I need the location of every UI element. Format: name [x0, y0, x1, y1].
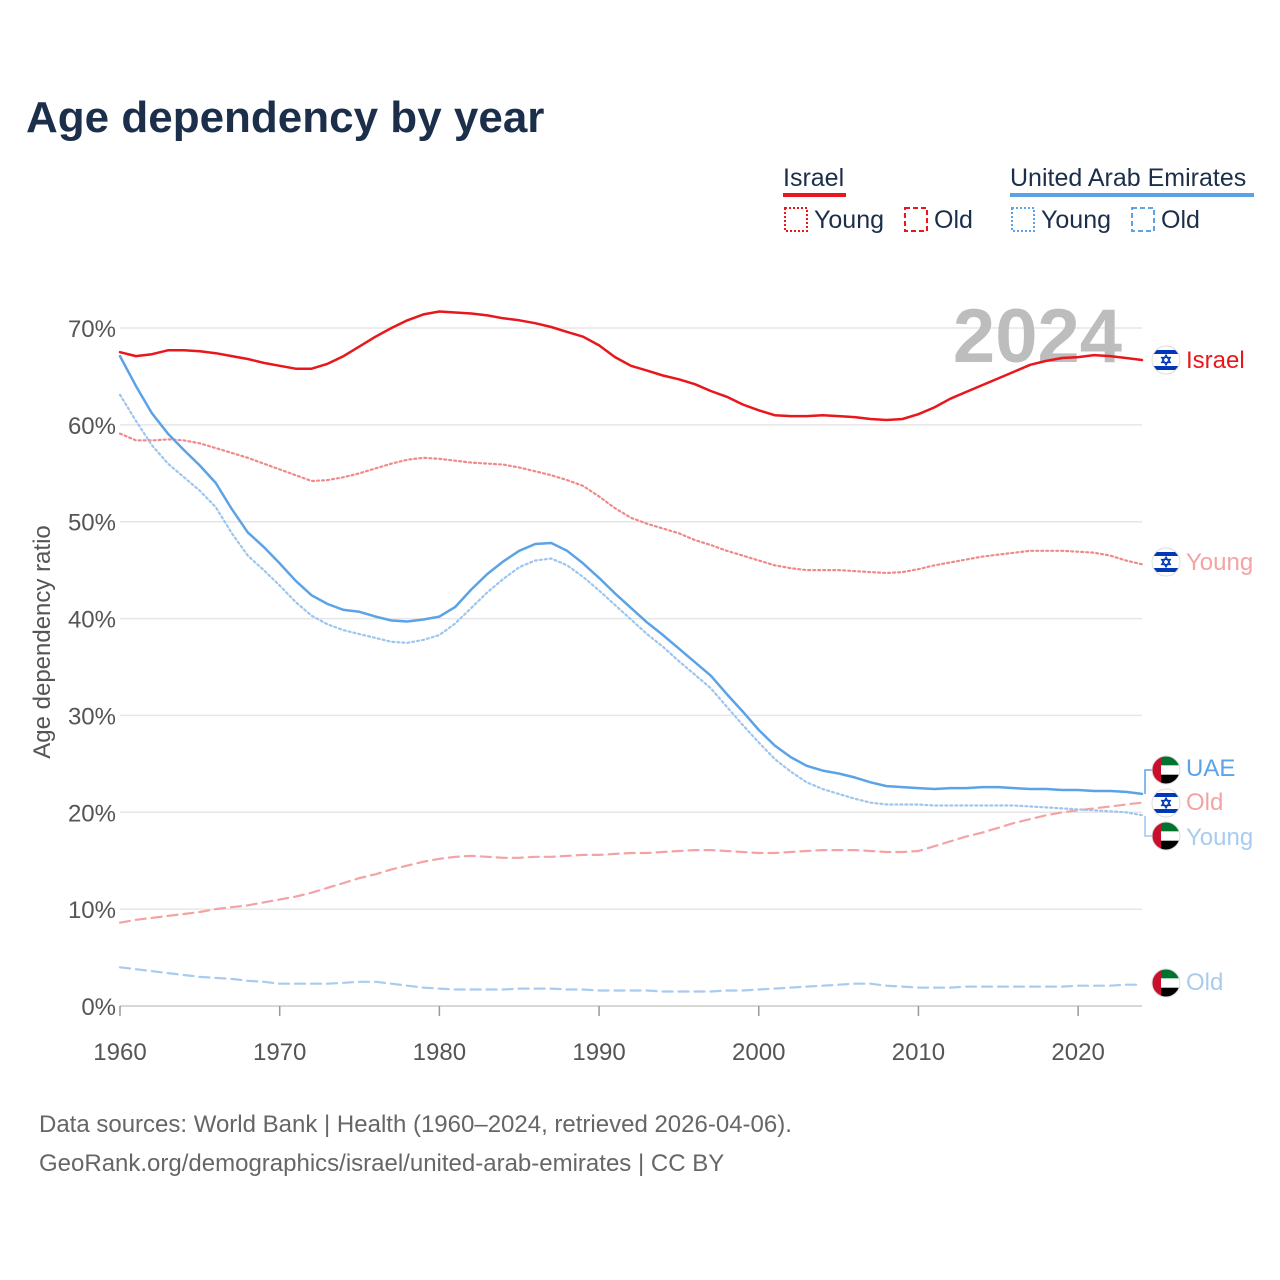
end-label-israel-old: Old [1186, 789, 1223, 816]
year-watermark: 2024 [953, 294, 1122, 379]
x-tick-label: 2020 [1051, 1039, 1104, 1066]
x-tick-label: 1980 [413, 1039, 466, 1066]
legend-label-israel-young: Young [814, 206, 884, 234]
x-tick-label: 2010 [892, 1039, 945, 1066]
y-axis-title: Age dependency ratio [29, 525, 56, 759]
end-label-israel: Israel [1186, 347, 1245, 374]
end-labels: Israel Young UAE Old Young Old [1144, 346, 1253, 997]
y-tick-label: 50% [68, 510, 116, 537]
y-tick-label: 20% [68, 800, 116, 827]
x-axis-ticks: 1960 1970 1980 1990 2000 2010 2020 [93, 1006, 1105, 1066]
y-tick-label: 60% [68, 413, 116, 440]
chart-title: Age dependency by year [26, 93, 544, 142]
y-tick-label: 30% [68, 703, 116, 730]
legend-swatch-uae-old [1131, 207, 1155, 232]
series-line-israel-old [118, 801, 1144, 924]
y-tick-label: 70% [68, 316, 116, 343]
y-tick-label: 10% [68, 897, 116, 924]
source-line: Data sources: World Bank | Health (1960–… [39, 1111, 792, 1138]
end-label-uae: UAE [1186, 755, 1235, 782]
series-line-uae-young [118, 393, 1144, 817]
legend-underline-uae [1010, 193, 1254, 197]
connector-uae [1144, 769, 1152, 794]
series-line-israel [118, 310, 1144, 422]
legend-group-israel: Israel Young Old [783, 164, 973, 234]
end-label-uae-young: Young [1186, 824, 1253, 851]
uae-flag-icon [1152, 822, 1180, 850]
x-tick-label: 2000 [732, 1039, 785, 1066]
y-axis-ticks: 0% 10% 20% 30% 40% 50% 60% 70% [68, 316, 116, 1021]
legend-country-uae: United Arab Emirates [1010, 164, 1246, 192]
series-line-israel-young [118, 432, 1144, 575]
israel-flag-icon [1152, 346, 1180, 374]
y-tick-label: 0% [81, 994, 116, 1021]
israel-flag-icon [1152, 548, 1180, 576]
y-gridlines [120, 327, 1142, 1007]
uae-flag-icon [1152, 756, 1180, 784]
series-line-uae [118, 354, 1144, 796]
legend-swatch-israel-old [904, 207, 928, 232]
y-tick-label: 40% [68, 607, 116, 634]
legend-swatch-uae-young [1011, 207, 1035, 232]
israel-flag-icon [1152, 789, 1180, 817]
series-lines [118, 310, 1144, 993]
legend: Israel Young Old United Arab Emirates Yo… [783, 164, 1254, 234]
connector-uae-young [1144, 816, 1152, 837]
uae-flag-icon [1152, 969, 1180, 997]
legend-swatch-israel-young [784, 207, 808, 232]
legend-country-israel: Israel [783, 164, 844, 192]
end-label-uae-old: Old [1186, 969, 1223, 996]
x-tick-label: 1990 [572, 1039, 625, 1066]
legend-group-uae: United Arab Emirates Young Old [1010, 164, 1254, 234]
series-line-uae-old [118, 966, 1144, 993]
source-url: GeoRank.org/demographics/israel/united-a… [39, 1150, 724, 1177]
end-label-israel-young: Young [1186, 549, 1253, 576]
x-tick-label: 1970 [253, 1039, 306, 1066]
legend-label-uae-young: Young [1041, 206, 1111, 234]
legend-label-uae-old: Old [1161, 206, 1200, 234]
x-tick-label: 1960 [93, 1039, 146, 1066]
legend-label-israel-old: Old [934, 206, 973, 234]
legend-underline-israel [783, 193, 846, 197]
